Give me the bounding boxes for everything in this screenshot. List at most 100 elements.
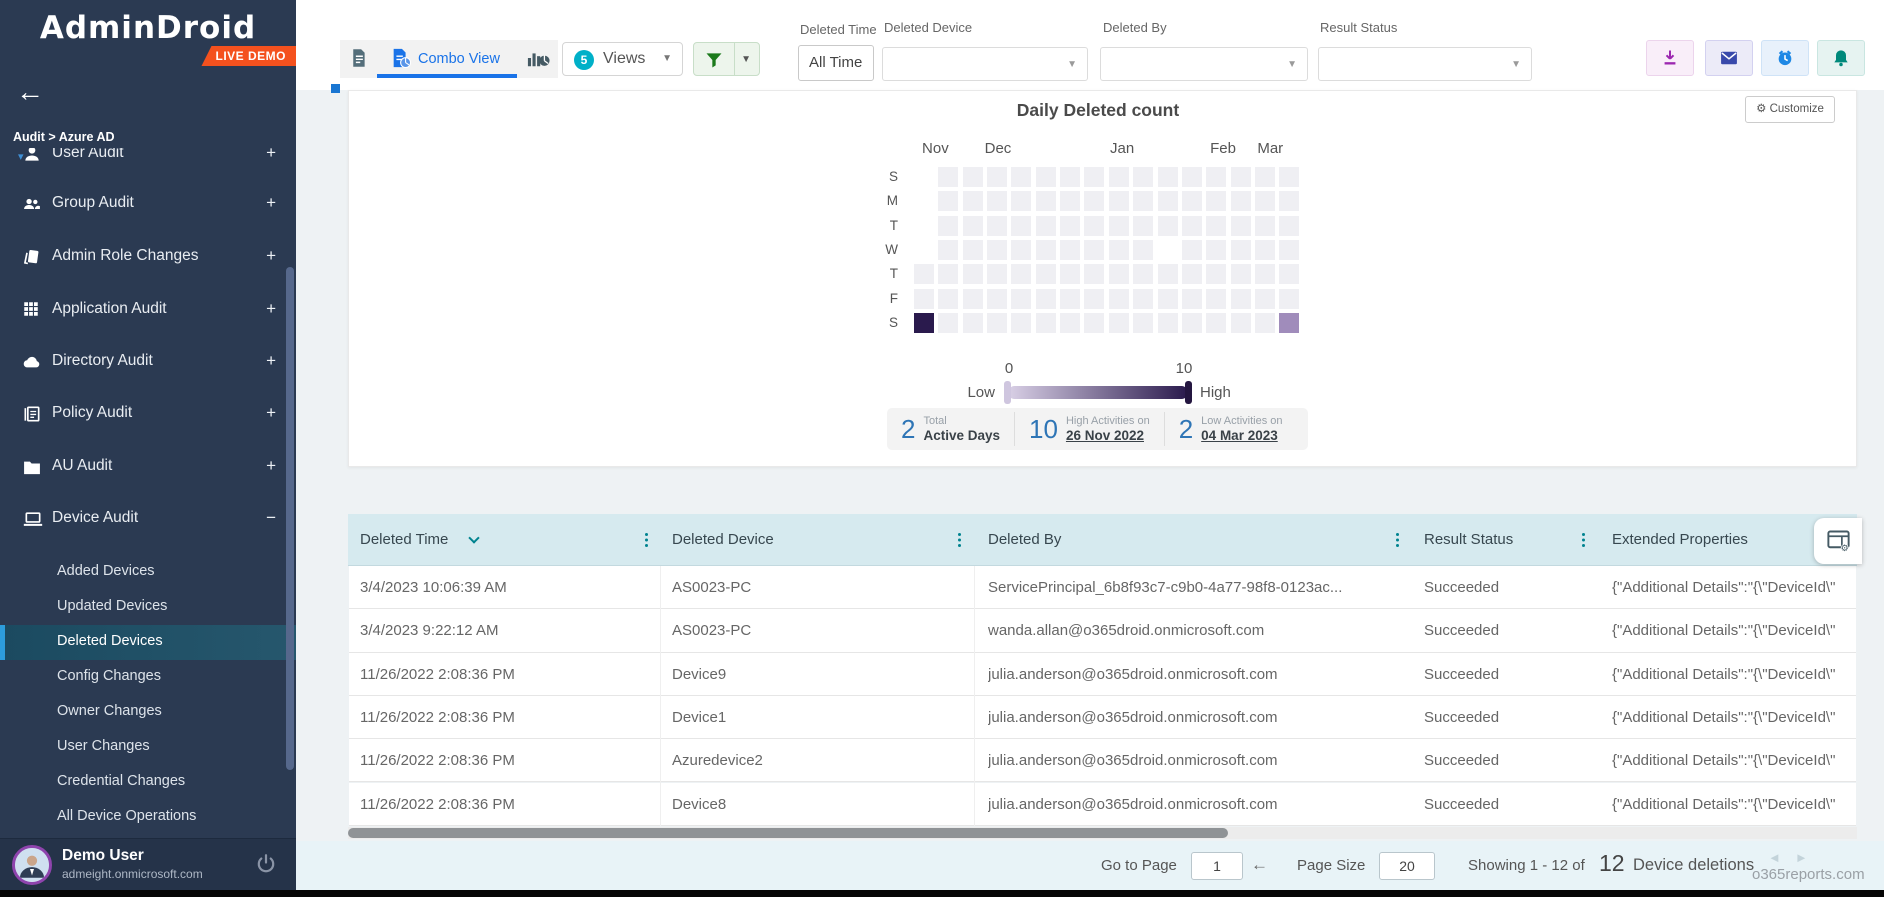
heatmap-cell[interactable]	[1035, 215, 1056, 236]
heatmap-cell[interactable]	[938, 240, 959, 261]
sidebar-item-user-audit[interactable]: User Audit +	[0, 129, 296, 181]
column-settings-button[interactable]: ⚙	[1814, 518, 1862, 564]
column-header-result-status[interactable]: Result Status	[1424, 531, 1514, 548]
heatmap-cell[interactable]	[962, 264, 983, 285]
heatmap-cell[interactable]	[1206, 215, 1227, 236]
sidebar-item-policy-audit[interactable]: Policy Audit +	[0, 389, 296, 441]
goto-page-input[interactable]: 1	[1191, 852, 1243, 880]
heatmap-cell[interactable]	[1011, 240, 1032, 261]
heatmap-cell[interactable]	[1108, 215, 1129, 236]
heatmap-cell[interactable]	[1011, 288, 1032, 309]
heatmap-cell[interactable]	[1133, 191, 1154, 212]
heatmap-cell[interactable]	[1133, 240, 1154, 261]
heatmap-cell[interactable]	[1011, 264, 1032, 285]
stat-label[interactable]: Low Activities on 04 Mar 2023	[1201, 414, 1283, 443]
sidebar-item-group-audit[interactable]: Group Audit +	[0, 179, 296, 231]
heatmap-cell[interactable]	[1206, 191, 1227, 212]
heatmap-cell[interactable]	[987, 313, 1008, 334]
stat-label[interactable]: High Activities on 26 Nov 2022	[1065, 414, 1150, 443]
horizontal-scrollbar[interactable]	[348, 827, 1857, 839]
heatmap-cell[interactable]	[1011, 215, 1032, 236]
combo-view-icon[interactable]	[390, 47, 412, 69]
sidebar-item-directory-audit[interactable]: Directory Audit +	[0, 337, 296, 389]
chart-view-icon[interactable]	[526, 47, 550, 69]
heatmap-cell[interactable]	[1181, 191, 1202, 212]
heatmap-cell[interactable]	[1230, 191, 1251, 212]
column-header-extended-properties[interactable]: Extended Properties	[1612, 531, 1748, 548]
heatmap-cell[interactable]	[1181, 167, 1202, 187]
heatmap-cell[interactable]	[962, 288, 983, 309]
heatmap-cell[interactable]	[1279, 215, 1300, 236]
heatmap-cell[interactable]	[1035, 264, 1056, 285]
heatmap-cell[interactable]	[1108, 167, 1129, 187]
heatmap-cell[interactable]	[962, 313, 983, 334]
result-status-select[interactable]: ▼	[1318, 47, 1532, 81]
page-size-input[interactable]: 20	[1379, 852, 1435, 880]
expand-icon[interactable]: +	[266, 143, 276, 162]
column-header-deleted-by[interactable]: Deleted By	[988, 531, 1062, 548]
heatmap-cell[interactable]	[1206, 167, 1227, 187]
column-header-deleted-device[interactable]: Deleted Device	[672, 531, 774, 548]
heatmap-cell[interactable]	[1035, 313, 1056, 334]
column-menu-icon[interactable]	[1396, 533, 1400, 537]
heatmap-cell[interactable]	[1084, 240, 1105, 261]
table-row[interactable]: 3/4/2023 9:22:12 AM AS0023-PC wanda.allan@…	[349, 609, 1856, 653]
sidebar-subitem-added-devices[interactable]: Added Devices	[0, 555, 296, 590]
heatmap-cell[interactable]	[1254, 288, 1275, 309]
go-arrow-icon[interactable]: ←	[1251, 855, 1268, 874]
heatmap-cell[interactable]	[1060, 264, 1081, 285]
heatmap-cell[interactable]	[1084, 167, 1105, 187]
customize-button[interactable]: ⚙ Customize	[1745, 96, 1835, 123]
heatmap-cell[interactable]	[1206, 264, 1227, 285]
heatmap-cell[interactable]	[1108, 191, 1129, 212]
heatmap-cell[interactable]	[938, 313, 959, 334]
heatmap-cell[interactable]	[1181, 313, 1202, 334]
sidebar-subitem-owner-changes[interactable]: Owner Changes	[0, 695, 296, 730]
heatmap-cell[interactable]	[1084, 191, 1105, 212]
back-button[interactable]: ←	[16, 76, 44, 107]
heatmap-cell[interactable]	[1230, 215, 1251, 236]
sidebar-item-admin-role-changes[interactable]: Admin Role Changes +	[0, 232, 296, 284]
heatmap-cell[interactable]	[938, 264, 959, 285]
sidebar-item-application-audit[interactable]: Application Audit +	[0, 285, 296, 337]
heatmap-cell[interactable]	[1157, 191, 1178, 212]
filter-button[interactable]: ▼	[693, 42, 760, 76]
heatmap-cell[interactable]	[938, 167, 959, 187]
table-row[interactable]: 11/26/2022 2:08:36 PM Device9 julia.anders…	[349, 652, 1856, 696]
heatmap-cell[interactable]	[1157, 167, 1178, 187]
heatmap-cell[interactable]	[1108, 288, 1129, 309]
heatmap-cell[interactable]	[1060, 167, 1081, 187]
heatmap-cell[interactable]	[1035, 288, 1056, 309]
sidebar-subitem-updated-devices[interactable]: Updated Devices	[0, 590, 296, 625]
heatmap-cell[interactable]	[1035, 191, 1056, 212]
heatmap-cell[interactable]	[962, 167, 983, 187]
heatmap-cell[interactable]	[1279, 288, 1300, 309]
heatmap-cell[interactable]	[1133, 167, 1154, 187]
table-row[interactable]: 11/26/2022 2:08:36 PM Device8 julia.anders…	[349, 782, 1856, 826]
heatmap-cell[interactable]	[1108, 240, 1129, 261]
views-dropdown-button[interactable]: 5 Views ▼	[562, 42, 683, 76]
heatmap-cell[interactable]	[962, 240, 983, 261]
heatmap-cell[interactable]	[987, 264, 1008, 285]
collapse-icon[interactable]: −	[266, 508, 276, 527]
expand-icon[interactable]: +	[266, 403, 276, 422]
column-menu-icon[interactable]	[1582, 533, 1586, 537]
column-header-deleted-time[interactable]: Deleted Time	[360, 531, 449, 548]
deleted-by-select[interactable]: ▼	[1100, 47, 1308, 81]
expand-icon[interactable]: +	[266, 193, 276, 212]
deleted-time-input[interactable]: All Time	[798, 45, 874, 81]
legend-handle-low[interactable]	[1004, 381, 1011, 404]
tab-combo-view[interactable]: Combo View	[418, 51, 500, 67]
heatmap-cell[interactable]	[1157, 288, 1178, 309]
scrollbar-thumb[interactable]	[348, 828, 1228, 838]
table-row[interactable]: 3/4/2023 10:06:39 AM AS0023-PC ServicePrin…	[349, 566, 1856, 610]
heatmap-cell[interactable]	[1035, 240, 1056, 261]
heatmap-cell[interactable]	[1108, 264, 1129, 285]
heatmap-cell[interactable]	[1060, 240, 1081, 261]
column-menu-icon[interactable]	[645, 533, 649, 537]
heatmap-cell[interactable]	[1133, 288, 1154, 309]
heatmap-cell[interactable]	[1011, 191, 1032, 212]
bell-button[interactable]	[1817, 40, 1865, 76]
sidebar-subitem-credential-changes[interactable]: Credential Changes	[0, 765, 296, 800]
mail-button[interactable]	[1705, 40, 1753, 76]
